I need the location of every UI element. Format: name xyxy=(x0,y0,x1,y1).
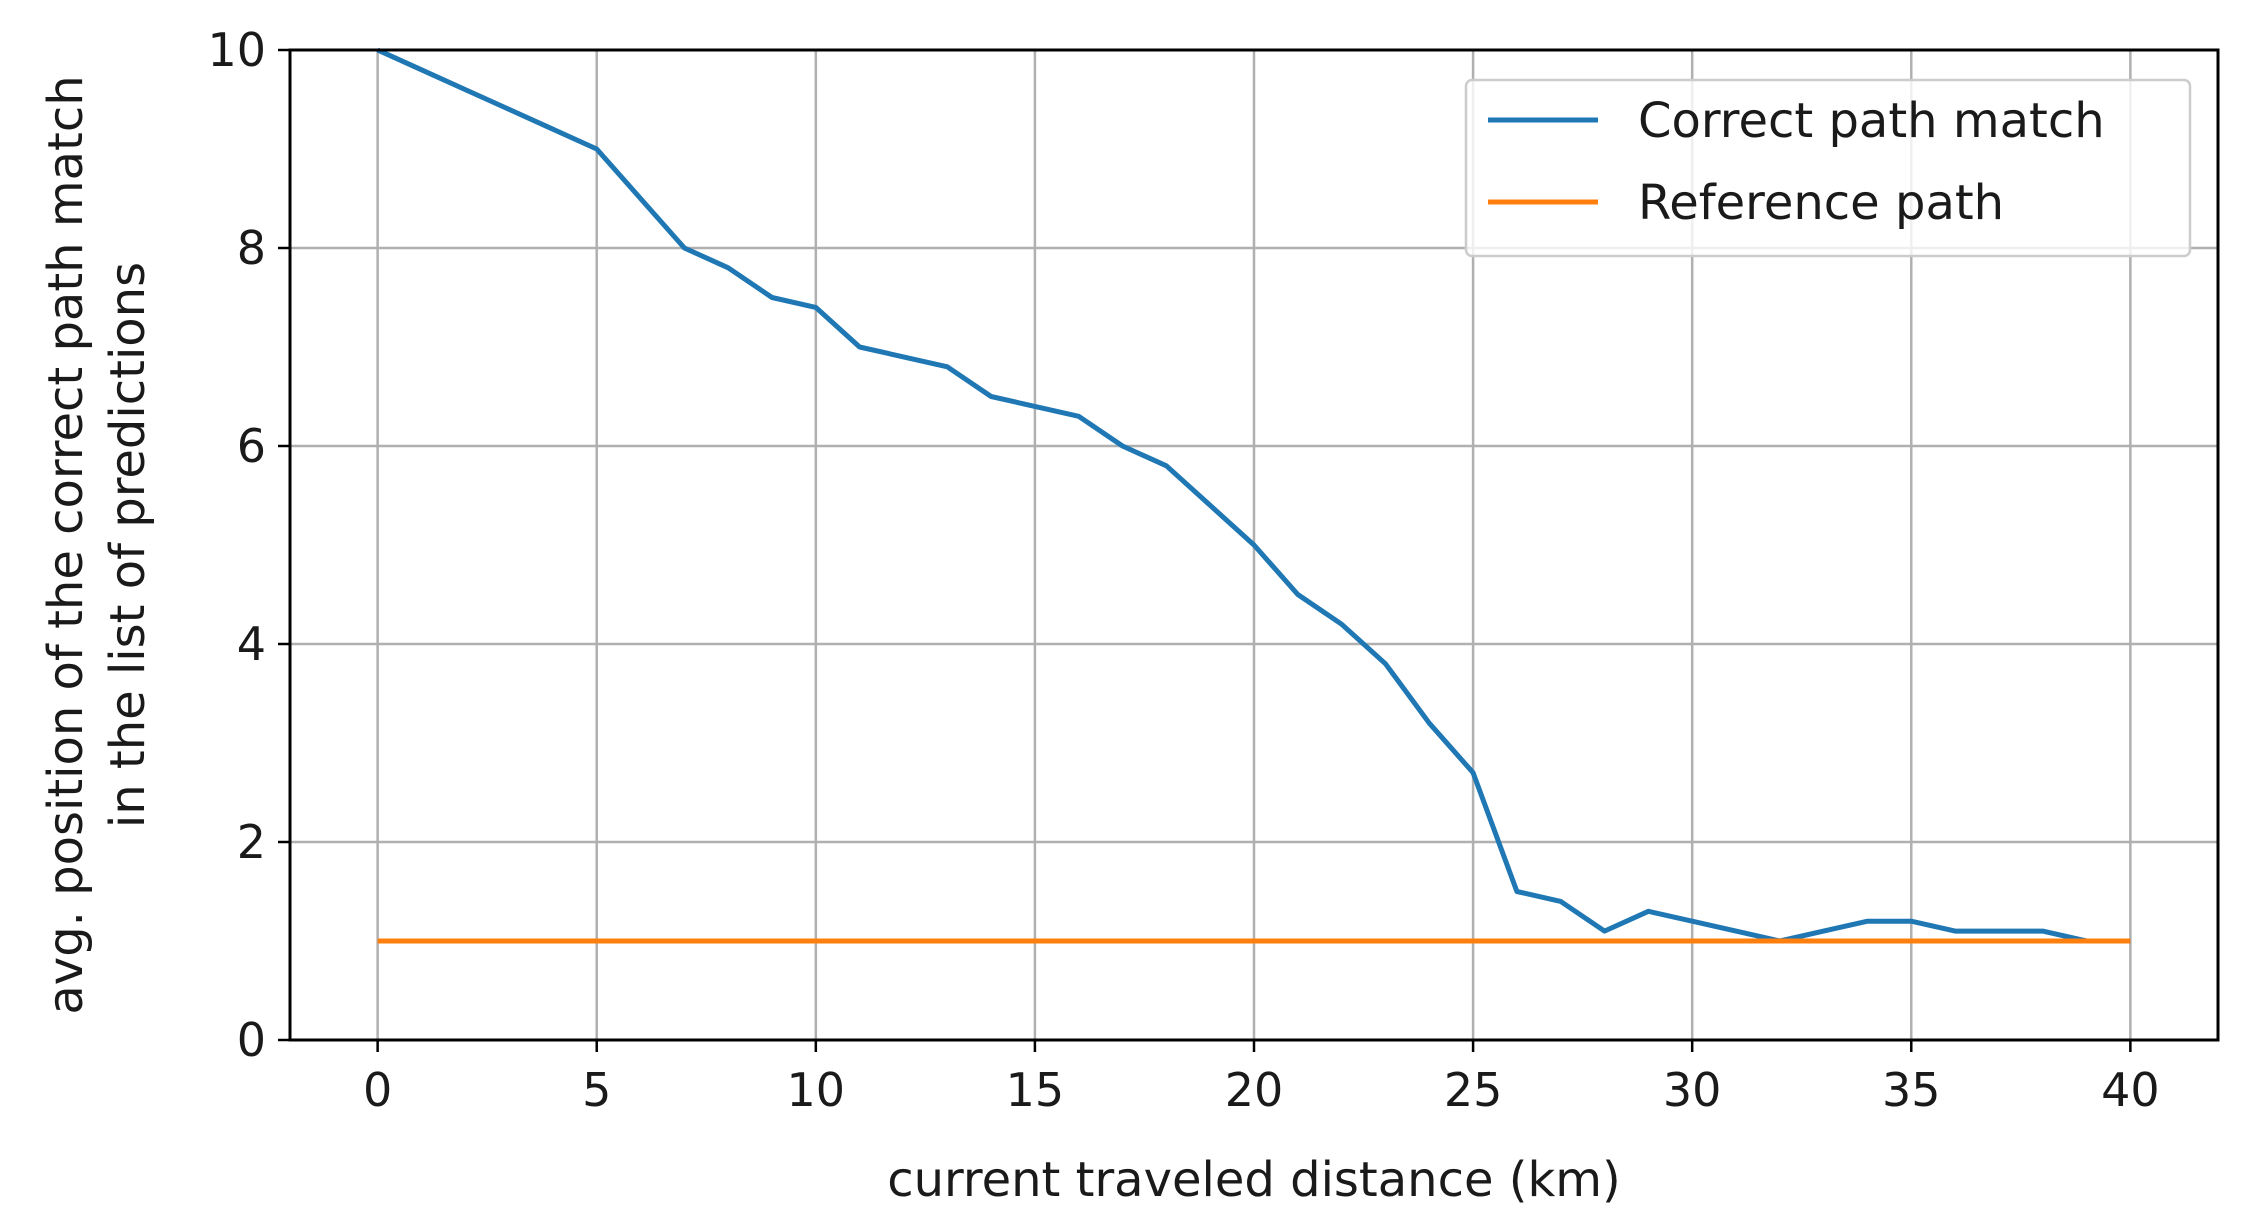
y-tick-label: 0 xyxy=(237,1013,266,1067)
legend-box xyxy=(1464,78,2192,258)
y-axis-label-line-2: in the list of predictions xyxy=(100,262,156,828)
series-layer xyxy=(376,47,2131,944)
y-axis-label-line-1: avg. position of the correct path match xyxy=(38,75,94,1014)
series-line-correct-path-match xyxy=(376,47,2131,944)
x-axis-ticks: 0 5 10 15 20 25 30 35 40 xyxy=(363,1040,2160,1117)
x-tick-label: 40 xyxy=(2101,1063,2160,1117)
x-tick-label: 25 xyxy=(1444,1063,1503,1117)
y-tick-label: 10 xyxy=(207,23,266,77)
legend-label-correct-path-match: Correct path match xyxy=(1638,93,2105,149)
y-tick-label: 4 xyxy=(237,617,266,671)
y-axis-label: avg. position of the correct path match … xyxy=(38,75,156,1014)
y-tick-label: 6 xyxy=(237,419,266,473)
x-tick-label: 0 xyxy=(363,1063,392,1117)
x-tick-label: 5 xyxy=(582,1063,611,1117)
x-tick-label: 10 xyxy=(787,1063,846,1117)
x-axis-label: current traveled distance (km) xyxy=(887,1152,1621,1208)
x-tick-label: 15 xyxy=(1006,1063,1065,1117)
legend-label-reference-path: Reference path xyxy=(1638,175,2004,231)
x-tick-label: 35 xyxy=(1882,1063,1941,1117)
y-axis-ticks: 0 2 4 6 8 10 xyxy=(207,23,290,1067)
x-tick-label: 20 xyxy=(1225,1063,1284,1117)
y-tick-label: 8 xyxy=(237,221,266,275)
y-tick-label: 2 xyxy=(237,815,266,869)
x-tick-label: 30 xyxy=(1663,1063,1722,1117)
legend: Correct path match Reference path xyxy=(1464,78,2192,258)
